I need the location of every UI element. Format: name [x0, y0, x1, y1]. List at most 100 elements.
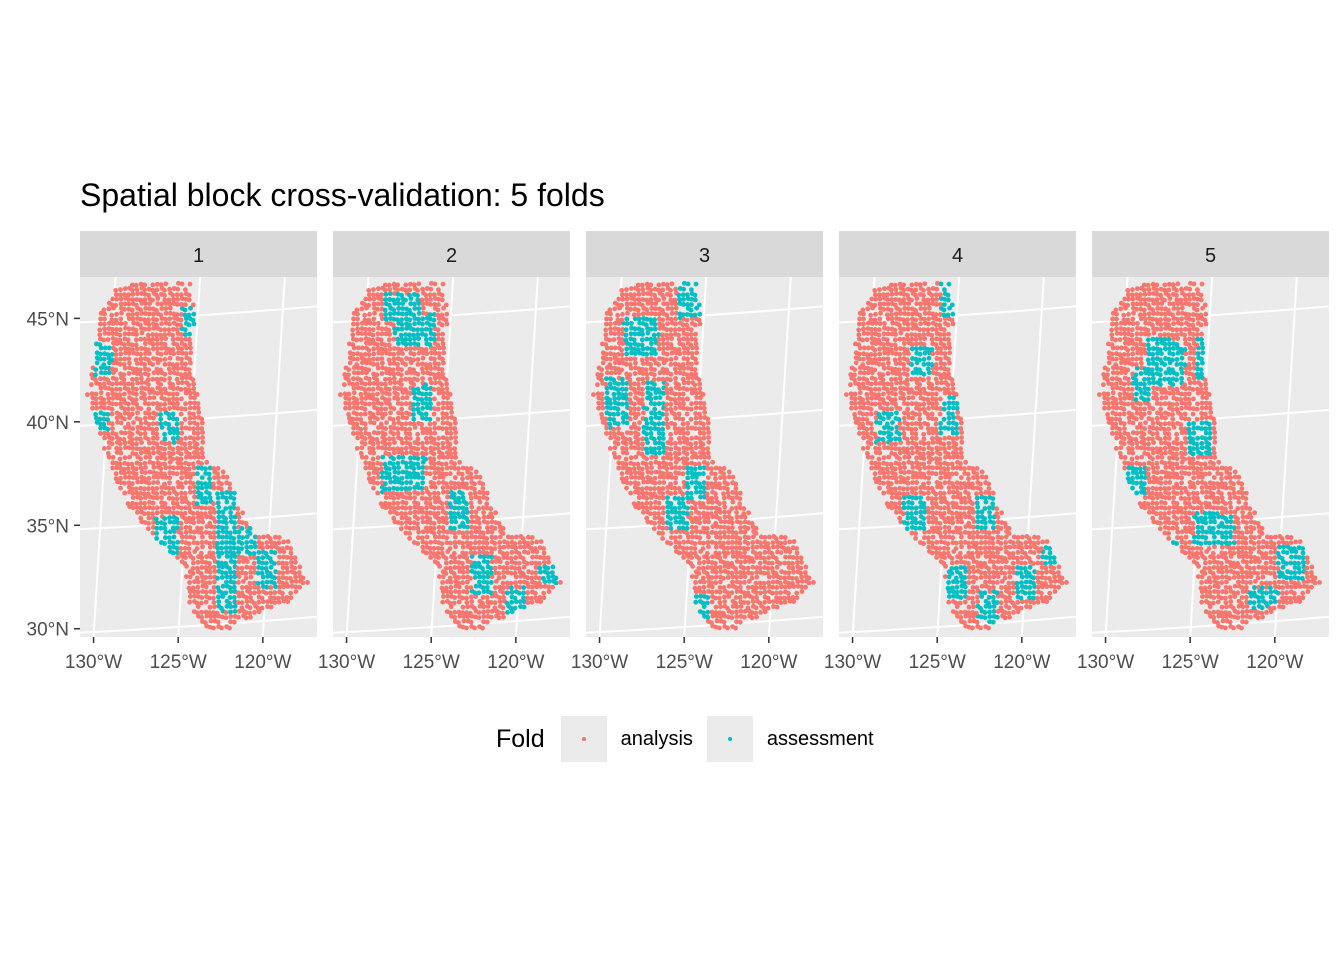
point-analysis [473, 509, 479, 515]
point-analysis [673, 440, 678, 446]
point-analysis [465, 569, 471, 574]
point-analysis [694, 529, 699, 534]
point-analysis [118, 485, 123, 491]
point-analysis [375, 406, 380, 412]
point-assessment [174, 545, 180, 551]
point-analysis [730, 490, 736, 495]
point-analysis [395, 426, 401, 432]
point-analysis [122, 306, 127, 312]
point-analysis [244, 564, 250, 570]
point-assessment [624, 346, 630, 352]
point-analysis [190, 556, 196, 561]
point-assessment [224, 499, 230, 505]
point-analysis [432, 534, 438, 540]
point-analysis [424, 534, 430, 540]
point-analysis [698, 395, 703, 401]
point-analysis [682, 484, 687, 490]
point-assessment [648, 446, 654, 452]
point-analysis [688, 510, 694, 516]
point-assessment [407, 307, 412, 313]
point-analysis [484, 595, 490, 600]
point-analysis [657, 311, 662, 317]
point-analysis [676, 456, 682, 462]
point-analysis [697, 430, 703, 436]
point-analysis [729, 570, 735, 576]
point-analysis [697, 386, 703, 392]
point-assessment [399, 480, 405, 486]
point-analysis [677, 430, 683, 436]
point-assessment [423, 391, 429, 397]
point-assessment [166, 412, 172, 417]
point-analysis [623, 446, 629, 452]
point-analysis [126, 470, 132, 475]
point-analysis [636, 495, 642, 500]
point-assessment [945, 585, 951, 591]
point-assessment [231, 490, 237, 496]
point-assessment [415, 406, 421, 412]
point-analysis [635, 397, 641, 402]
point-assessment [106, 370, 112, 376]
point-analysis [133, 501, 139, 507]
point-analysis [187, 371, 192, 377]
gridline-lat [586, 615, 823, 634]
point-assessment [448, 510, 453, 516]
point-analysis [423, 292, 429, 298]
point-assessment [174, 421, 180, 427]
point-assessment [636, 316, 642, 322]
point-analysis [122, 331, 128, 337]
point-assessment [447, 501, 453, 507]
point-analysis [391, 495, 397, 501]
point-analysis [447, 565, 453, 571]
point-analysis [129, 486, 135, 492]
point-analysis [640, 361, 646, 366]
point-analysis [183, 425, 189, 431]
point-analysis [1002, 615, 1008, 621]
point-assessment [623, 332, 629, 338]
point-analysis [198, 571, 204, 576]
point-assessment [407, 486, 413, 491]
point-analysis [129, 481, 135, 487]
point-assessment [403, 297, 408, 303]
point-assessment [403, 336, 409, 342]
point-analysis [359, 345, 365, 351]
point-analysis [990, 585, 996, 590]
point-assessment [677, 505, 682, 511]
point-analysis [137, 461, 143, 467]
point-assessment [98, 370, 104, 376]
point-analysis [692, 550, 698, 556]
point-analysis [359, 331, 365, 336]
point-analysis [970, 600, 976, 605]
point-analysis [624, 430, 630, 435]
point-analysis [154, 510, 160, 516]
point-assessment [508, 605, 514, 611]
point-analysis [717, 535, 723, 540]
point-analysis [142, 287, 148, 293]
point-analysis [749, 556, 755, 561]
point-analysis [380, 415, 385, 421]
point-analysis [388, 380, 393, 386]
point-assessment [259, 570, 265, 576]
point-analysis [496, 575, 502, 581]
point-analysis [121, 466, 127, 472]
point-analysis [677, 465, 683, 471]
point-analysis [693, 331, 698, 337]
point-analysis [441, 345, 446, 351]
point-analysis [293, 578, 299, 584]
point-analysis [651, 377, 657, 383]
point-analysis [684, 436, 690, 442]
point-assessment [604, 385, 610, 391]
point-analysis [680, 416, 686, 422]
point-assessment [167, 529, 173, 535]
point-analysis [435, 561, 441, 566]
point-analysis [444, 311, 450, 317]
point-analysis [781, 546, 787, 551]
point-analysis [656, 287, 661, 293]
point-assessment [396, 301, 401, 306]
point-analysis [179, 350, 185, 356]
point-assessment [949, 585, 955, 591]
point-analysis [346, 412, 351, 417]
point-analysis [641, 380, 646, 386]
point-analysis [383, 406, 388, 412]
point-analysis [953, 610, 959, 616]
point-analysis [484, 501, 490, 507]
